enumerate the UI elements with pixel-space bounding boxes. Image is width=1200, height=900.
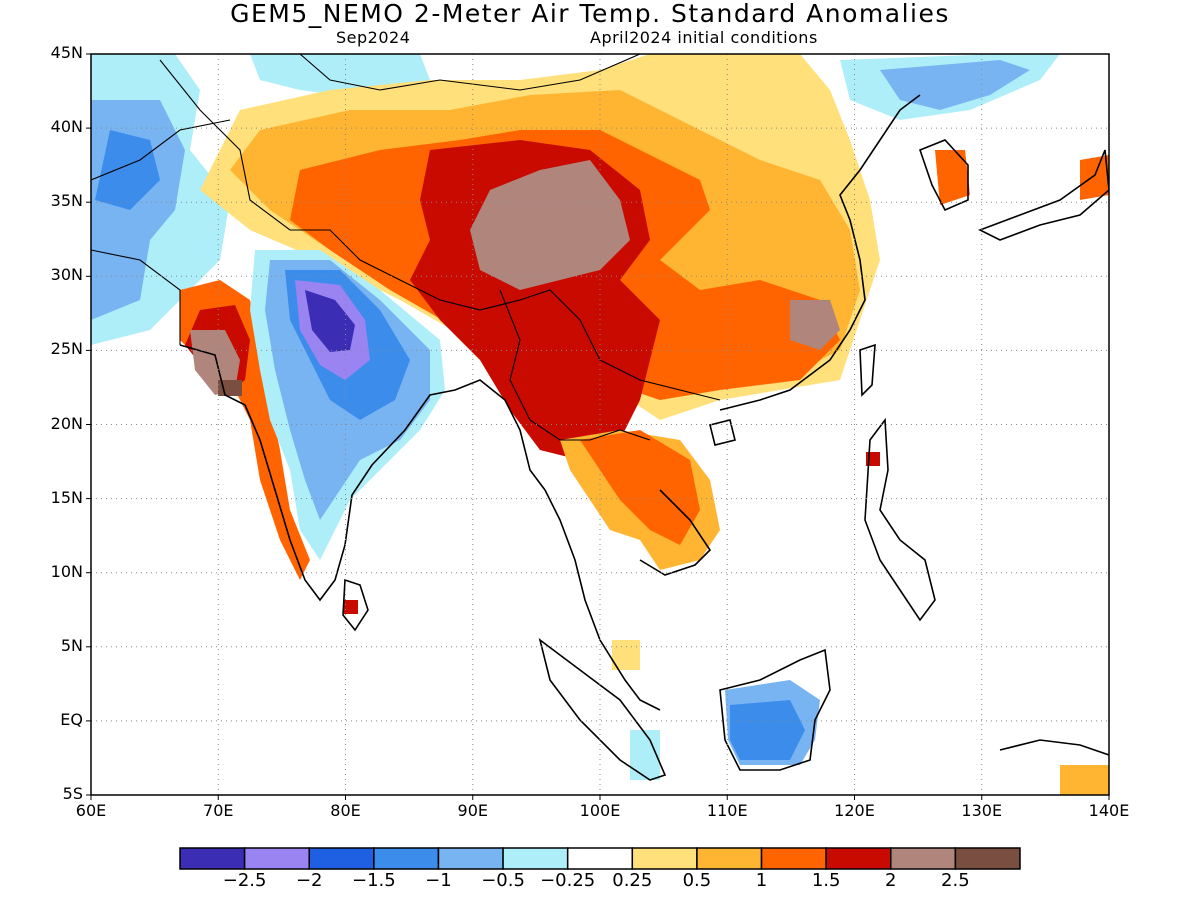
colorbar-label: 1.5 (811, 870, 841, 891)
warm-anomaly-east-china-peak (790, 300, 840, 350)
colorbar-swatch (890, 847, 957, 870)
sumatra-coastline (538, 638, 667, 781)
colorbar-label: −2.5 (222, 870, 267, 891)
taiwan-coastline (859, 343, 876, 397)
warm-anomaly-tibet-peak (470, 160, 630, 290)
lat-label: 30N (50, 265, 83, 285)
lat-label: 5N (60, 635, 83, 655)
graticule (86, 53, 1110, 800)
valid-month-label: Sep2024 (336, 28, 411, 47)
lat-label: 5S (62, 784, 83, 803)
map-title: GEM5_NEMO 2-Meter Air Temp. Standard Ano… (230, 0, 950, 28)
japan-coastline (978, 149, 1109, 241)
colorbar-label: 0.5 (682, 870, 712, 891)
lon-label: 130E (961, 801, 1003, 820)
borneo-coastline (719, 648, 831, 771)
lon-label: 140E (1088, 801, 1130, 820)
lat-label: EQ (60, 709, 83, 729)
colorbar-swatch (760, 847, 827, 870)
lon-label: 100E (579, 801, 621, 820)
srilanka-coastline (342, 578, 369, 632)
lon-label: 70E (203, 801, 234, 820)
colorbar-label: −1 (425, 870, 452, 891)
colorbar-swatch (308, 847, 375, 870)
philippines-coastline (864, 417, 936, 622)
colorbar-swatch (179, 847, 246, 870)
colorbar-label: 0.25 (612, 870, 653, 891)
init-conditions-label: April2024 initial conditions (590, 28, 818, 47)
cold-anomaly-india-peak (305, 290, 355, 352)
colorbar-label: −1.5 (351, 870, 396, 891)
warm-anomaly-japan (1080, 155, 1109, 200)
colorbar-swatch (825, 847, 892, 870)
lon-label: 110E (706, 801, 748, 820)
colorbar-swatch (631, 847, 698, 870)
colorbar-label: 2 (885, 870, 897, 891)
colorbar-swatch (696, 847, 763, 870)
lon-label: 60E (75, 801, 107, 820)
lat-label: 15N (50, 487, 83, 507)
colorbar-swatch (243, 847, 310, 870)
lat-label: 45N (50, 43, 83, 62)
warm-anomaly-sumatra (612, 640, 640, 670)
colorbar (179, 847, 1021, 870)
lon-label: 120E (834, 801, 875, 820)
colorbar-label: −0.25 (540, 870, 596, 891)
colorbar-label: 2.5 (941, 870, 970, 891)
lon-label: 80E (330, 801, 361, 820)
colorbar-swatch (954, 847, 1021, 870)
colorbar-label: −2 (295, 870, 323, 891)
colorbar-label: 1 (755, 870, 768, 891)
lat-label: 20N (50, 413, 83, 433)
lat-label: 35N (50, 191, 83, 211)
colorbar-swatch (502, 847, 569, 870)
country-borders (91, 54, 721, 441)
lat-label: 25N (50, 339, 83, 359)
lon-label: 90E (457, 801, 488, 820)
hainan-coastline (709, 419, 736, 446)
cold-anomaly-borneo-core (730, 700, 805, 760)
anomaly-shading (91, 54, 1109, 795)
korea-coastline (918, 139, 969, 212)
colorbar-swatch (566, 847, 634, 870)
lat-label: 10N (50, 561, 83, 581)
warm-anomaly-korea (935, 150, 970, 205)
colorbar-swatch (373, 847, 440, 870)
warm-anomaly-indochina-core (580, 430, 700, 545)
warm-anomaly-srilanka (344, 600, 358, 614)
new-guinea-coastline (999, 739, 1109, 756)
colorbar-swatch (437, 847, 504, 870)
warm-anomaly-new-guinea (1060, 765, 1109, 795)
indochina-coastline (544, 94, 921, 711)
cold-anomaly-sumatra (630, 730, 660, 780)
lat-label: 40N (50, 117, 83, 137)
map-frame (90, 53, 1110, 796)
warm-anomaly-west-coast-peak (190, 330, 240, 395)
colorbar-label: −0.5 (481, 870, 525, 891)
cold-anomaly-west-spot (95, 130, 160, 210)
